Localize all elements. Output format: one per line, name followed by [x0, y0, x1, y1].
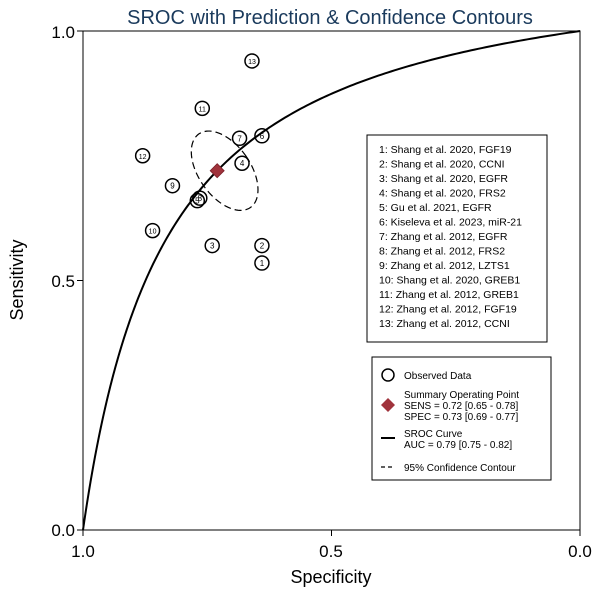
study-point-label: 4	[240, 159, 245, 168]
y-axis-label: Sensitivity	[7, 239, 27, 320]
legend-study-entry: 10: Shang et al. 2020, GREB1	[379, 275, 520, 287]
study-point: 4	[234, 155, 250, 171]
study-point-circle	[244, 53, 260, 69]
study-point: 5	[189, 192, 206, 209]
x-tick-labels: 1.0 0.5 0.0	[71, 542, 592, 561]
study-point-circle	[194, 100, 211, 117]
study-point: 7	[231, 130, 248, 147]
legend-observed-label: Observed Data	[404, 371, 472, 382]
study-point-circle	[254, 237, 270, 254]
study-point-circle	[164, 177, 181, 194]
legend-study-entry: 2: Shang et al. 2020, CCNI	[379, 159, 505, 171]
legend-study-entry: 11: Zhang et al. 2012, GREB1	[379, 289, 519, 301]
legend-study-entry: 13: Zhang et al. 2012, CCNI	[379, 318, 510, 330]
study-point-label: 10	[149, 229, 157, 236]
legend-symbols: Observed Data Summary Operating Point SE…	[371, 356, 552, 481]
study-point-label: 8	[198, 194, 203, 203]
study-point: 6	[254, 128, 270, 144]
study-point-label: 5	[195, 197, 200, 206]
legend-study-entry: 3: Shang et al. 2020, EGFR	[379, 173, 508, 185]
sroc-curve	[82, 30, 581, 531]
study-point: 1	[254, 255, 270, 271]
x-tick-label: 1.0	[71, 542, 95, 561]
x-tick-label: 0.0	[568, 542, 592, 561]
y-tick-label: 1.0	[51, 23, 75, 42]
study-point-circle	[134, 148, 151, 164]
study-point-circle	[231, 130, 248, 147]
legend-contour-label: 95% Confidence Contour	[404, 463, 516, 474]
legend-curve-label: SROC Curve	[404, 429, 463, 440]
legend-observed-symbol	[381, 368, 395, 382]
study-point-circle	[144, 222, 161, 239]
y-tick-label: 0.5	[51, 272, 75, 291]
legend-study-list: 1: Shang et al. 2020, FGF19 2: Shang et a…	[366, 134, 548, 343]
study-point-label: 9	[170, 182, 175, 191]
study-point-circle	[234, 155, 250, 171]
legend-study-entry: 5: Gu et al. 2021, EGFR	[379, 202, 492, 214]
study-point: 11	[194, 100, 211, 117]
legend-symbol-box	[371, 356, 552, 481]
study-point: 2	[254, 237, 270, 254]
legend-study-entry: 4: Shang et al. 2020, FRS2	[379, 188, 506, 200]
study-point-circle	[254, 255, 270, 271]
confidence-contour	[190, 130, 259, 211]
study-point-label: 13	[248, 59, 256, 66]
study-point: 10	[144, 222, 161, 239]
x-axis-label: Specificity	[290, 567, 371, 587]
legend-curve-auc: AUC = 0.79 [0.75 - 0.82]	[404, 440, 512, 451]
study-point-label: 6	[260, 132, 265, 141]
legend-summary-symbol	[381, 398, 395, 412]
legend-study-box	[366, 134, 548, 343]
legend-study-entry: 9: Zhang et al. 2012, LZTS1	[379, 260, 510, 272]
study-point-label: 7	[237, 134, 242, 143]
study-point-label: 2	[260, 242, 265, 251]
study-point-circle	[204, 237, 220, 254]
study-point: 8	[192, 190, 208, 206]
legend-study-entry: 7: Zhang et al. 2012, EGFR	[379, 231, 508, 243]
study-point-circle	[189, 192, 206, 209]
chart-title: SROC with Prediction & Confidence Contou…	[127, 7, 533, 29]
axis-ticks	[77, 30, 581, 536]
legend-study-entry: 1: Shang et al. 2020, FGF19	[379, 144, 512, 156]
summary-operating-point	[209, 163, 225, 179]
study-point: 13	[244, 53, 260, 69]
x-tick-label: 0.5	[319, 542, 343, 561]
study-point: 3	[204, 237, 220, 254]
study-point-label: 3	[210, 242, 215, 251]
study-point: 9	[164, 177, 181, 194]
legend-study-entry: 6: Kiseleva et al. 2023, miR-21	[379, 217, 522, 229]
y-tick-labels: 0.0 0.5 1.0	[51, 23, 75, 540]
study-point-label: 11	[199, 106, 206, 113]
legend-study-entry: 12: Zhang et al. 2012, FGF19	[379, 304, 517, 316]
legend-study-entry: 8: Zhang et al. 2012, FRS2	[379, 246, 505, 258]
study-point-label: 1	[260, 259, 265, 268]
legend-summary-sens: SENS = 0.72 [0.65 - 0.78]	[404, 401, 518, 412]
study-point-label: 12	[139, 154, 147, 161]
y-tick-label: 0.0	[51, 521, 75, 540]
legend-summary-label: Summary Operating Point	[404, 390, 519, 401]
study-point: 12	[134, 148, 151, 164]
legend-summary-spec: SPEC = 0.73 [0.69 - 0.77]	[404, 412, 518, 423]
study-point-circle	[254, 128, 270, 144]
study-point-circle	[192, 190, 208, 206]
